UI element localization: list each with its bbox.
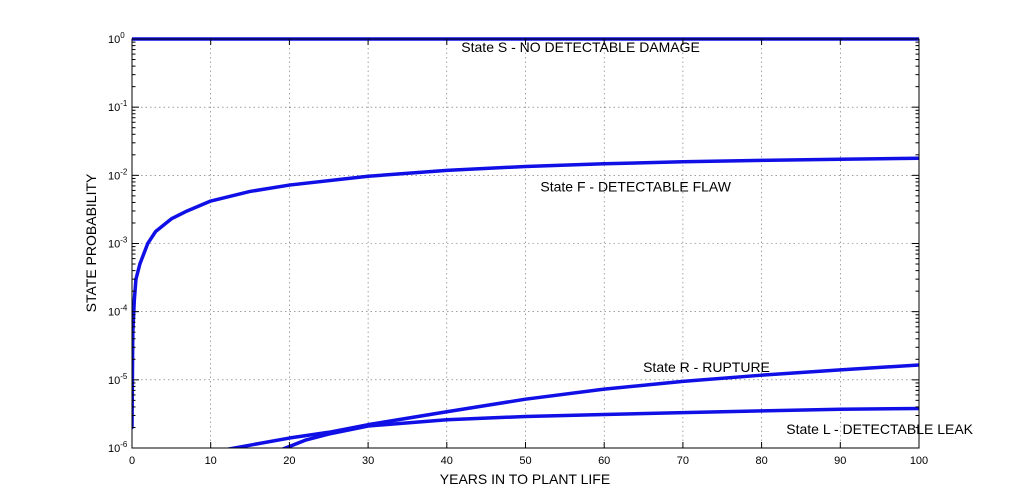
y-tick-label: 10-2 (108, 167, 128, 182)
series-line-f (132, 156, 919, 430)
x-tick-label: 10 (205, 455, 217, 467)
x-tick-label: 80 (755, 455, 767, 467)
series-line-l (280, 406, 919, 448)
y-tick-label: 10-1 (108, 99, 128, 114)
series-lines (132, 37, 919, 448)
y-tick-label: 10-5 (108, 372, 128, 387)
annotation-state-l: State L - DETECTABLE LEAK (786, 421, 973, 437)
grid (132, 39, 919, 448)
x-tick-label: 20 (283, 455, 295, 467)
axis-ticks (131, 38, 920, 449)
x-tick-label: 100 (910, 455, 928, 467)
series-line-r (225, 363, 919, 448)
x-tick-label: 60 (598, 455, 610, 467)
annotation-state-s: State S - NO DETECTABLE DAMAGE (461, 39, 700, 55)
y-axis-label: STATE PROBABILITY (83, 173, 99, 312)
annotation-state-r: State R - RUPTURE (643, 359, 770, 375)
x-tick-label: 70 (677, 455, 689, 467)
x-tick-labels: 0 10 20 30 40 50 60 70 80 90 100 (129, 455, 928, 467)
annotation-state-f: State F - DETECTABLE FLAW (540, 178, 731, 194)
y-tick-label: 10-3 (108, 236, 128, 251)
x-tick-label: 90 (834, 455, 846, 467)
x-axis-label: YEARS IN TO PLANT LIFE (440, 471, 610, 487)
annotations: State S - NO DETECTABLE DAMAGE State F - … (461, 39, 973, 437)
y-tick-label: 100 (108, 31, 125, 46)
y-tick-labels: 100 10-1 10-2 10-3 10-4 10-5 10-6 (108, 31, 128, 455)
x-tick-label: 50 (519, 455, 531, 467)
x-tick-label: 30 (362, 455, 374, 467)
y-tick-label: 10-6 (108, 440, 128, 455)
x-tick-label: 0 (129, 455, 135, 467)
y-tick-label: 10-4 (108, 304, 128, 319)
x-tick-label: 40 (441, 455, 453, 467)
